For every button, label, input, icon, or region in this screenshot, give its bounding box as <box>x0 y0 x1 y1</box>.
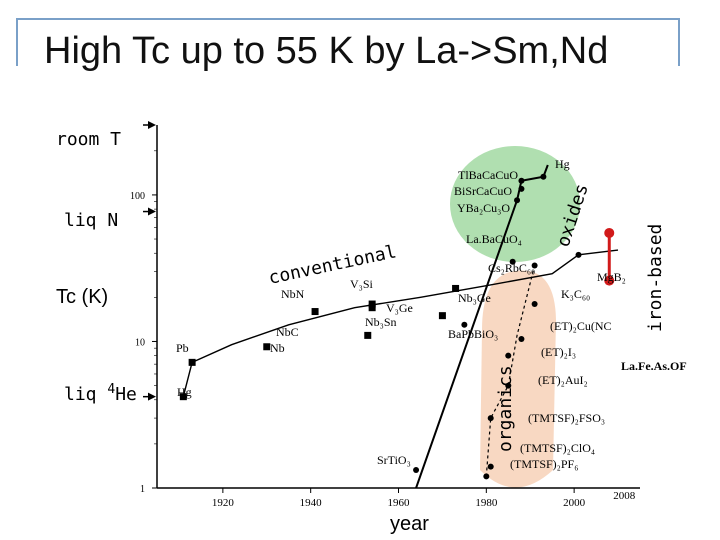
y-tick-label: 1 <box>140 484 145 495</box>
point-21 <box>505 382 512 389</box>
point-label-0: Hg <box>177 385 192 399</box>
point-label-7: Nb₃Sn <box>365 315 397 329</box>
x-tick-label: 1940 <box>300 497 323 509</box>
point-label-25: La.Fe.As.OF <box>621 359 687 373</box>
iron-based-bottom-dot <box>604 275 615 286</box>
title-frame-right <box>678 18 680 66</box>
point-label-10: SrTiO₃ <box>377 453 411 467</box>
point-6 <box>438 312 446 320</box>
point-label-4: Nb <box>270 341 285 355</box>
x-tick-label: 1980 <box>475 497 498 509</box>
point-label-21: (ET)₂AuI₂ <box>538 373 588 387</box>
group-label-conventional: conventional <box>267 241 399 289</box>
x-extra-label: 2008 <box>613 490 636 502</box>
x-tick-label: 1920 <box>212 497 235 509</box>
point-1 <box>188 358 196 366</box>
organics-trend-line <box>485 265 536 477</box>
conventional-trend-line <box>182 249 619 397</box>
point-5 <box>368 304 376 312</box>
point-0 <box>179 393 187 401</box>
point-24 <box>483 473 490 480</box>
point-label-5: V₃Si <box>350 277 374 291</box>
point-12 <box>514 197 521 204</box>
point-7 <box>368 300 376 308</box>
point-label-20: (ET)₂I₃ <box>541 345 576 359</box>
y-axis-title: Tc (K) <box>56 286 108 308</box>
side-arrowhead-room <box>148 121 156 129</box>
group-label-iron-based: iron-based <box>645 224 666 332</box>
point-22 <box>487 415 494 422</box>
oxides-trend-line <box>415 199 518 489</box>
side-label-liq-n: liq N <box>64 210 118 231</box>
point-18 <box>575 251 582 258</box>
point-11 <box>509 258 516 265</box>
x-tick-label: 1960 <box>388 497 411 509</box>
iron-based-top-dot <box>604 227 615 238</box>
point-label-13: BiSrCaCuO <box>454 184 512 198</box>
point-2 <box>311 308 319 316</box>
point-label-3: NbC <box>276 325 299 339</box>
point-8 <box>452 284 460 292</box>
title-frame-top <box>16 18 680 20</box>
point-label-8: Nb₃Ge <box>458 291 491 305</box>
point-17 <box>531 301 538 308</box>
point-13 <box>518 185 525 192</box>
title-frame-left <box>16 18 18 66</box>
point-4 <box>263 343 271 351</box>
point-23 <box>487 463 494 470</box>
point-16 <box>531 262 538 269</box>
y-tick-label: 100 <box>130 191 145 202</box>
point-10 <box>413 467 420 473</box>
side-arrowhead-liq-n <box>148 207 156 216</box>
point-label-17: K₃C₆₀ <box>561 287 590 301</box>
point-19 <box>518 335 525 342</box>
y-tick-label: 10 <box>135 337 145 348</box>
x-tick-label: 2000 <box>563 497 586 509</box>
point-label-1: Pb <box>176 341 189 355</box>
point-label-19: (ET)₂Cu(NC <box>550 319 612 333</box>
point-label-22: (TMTSF)₂FSO₃ <box>528 411 605 425</box>
point-label-2: NbN <box>281 287 305 301</box>
x-axis-title: year <box>390 513 429 535</box>
point-3 <box>364 331 372 339</box>
point-20 <box>505 352 512 359</box>
point-9 <box>461 321 468 328</box>
point-label-18: MgB₂ <box>597 270 626 284</box>
point-label-6: V₃Ge <box>386 301 413 315</box>
point-15 <box>540 173 547 180</box>
group-label-organics: organics <box>495 365 516 452</box>
point-label-15: Hg <box>555 157 570 171</box>
organics-region <box>480 270 556 488</box>
point-label-23: (TMTSF)₂ClO₄ <box>520 441 595 455</box>
slide-title: High Tc up to 55 K by La->Sm,Nd <box>44 30 609 72</box>
point-label-11: La.BaCuO₄ <box>466 232 522 246</box>
side-label-liq-he: liq 4He <box>64 382 137 405</box>
point-label-14: TlBaCaCuO <box>458 168 518 182</box>
side-label-room: room T <box>56 129 121 150</box>
point-14 <box>518 177 525 184</box>
side-arrowhead-liq-he <box>148 392 156 401</box>
point-label-9: BaPbBiO₃ <box>448 327 498 341</box>
point-label-24: (TMTSF)₂PF₆ <box>510 457 578 471</box>
point-label-16: Cs₂RbC₆₀ <box>488 261 535 275</box>
point-label-12: YBa₂Cu₃O <box>457 201 510 215</box>
